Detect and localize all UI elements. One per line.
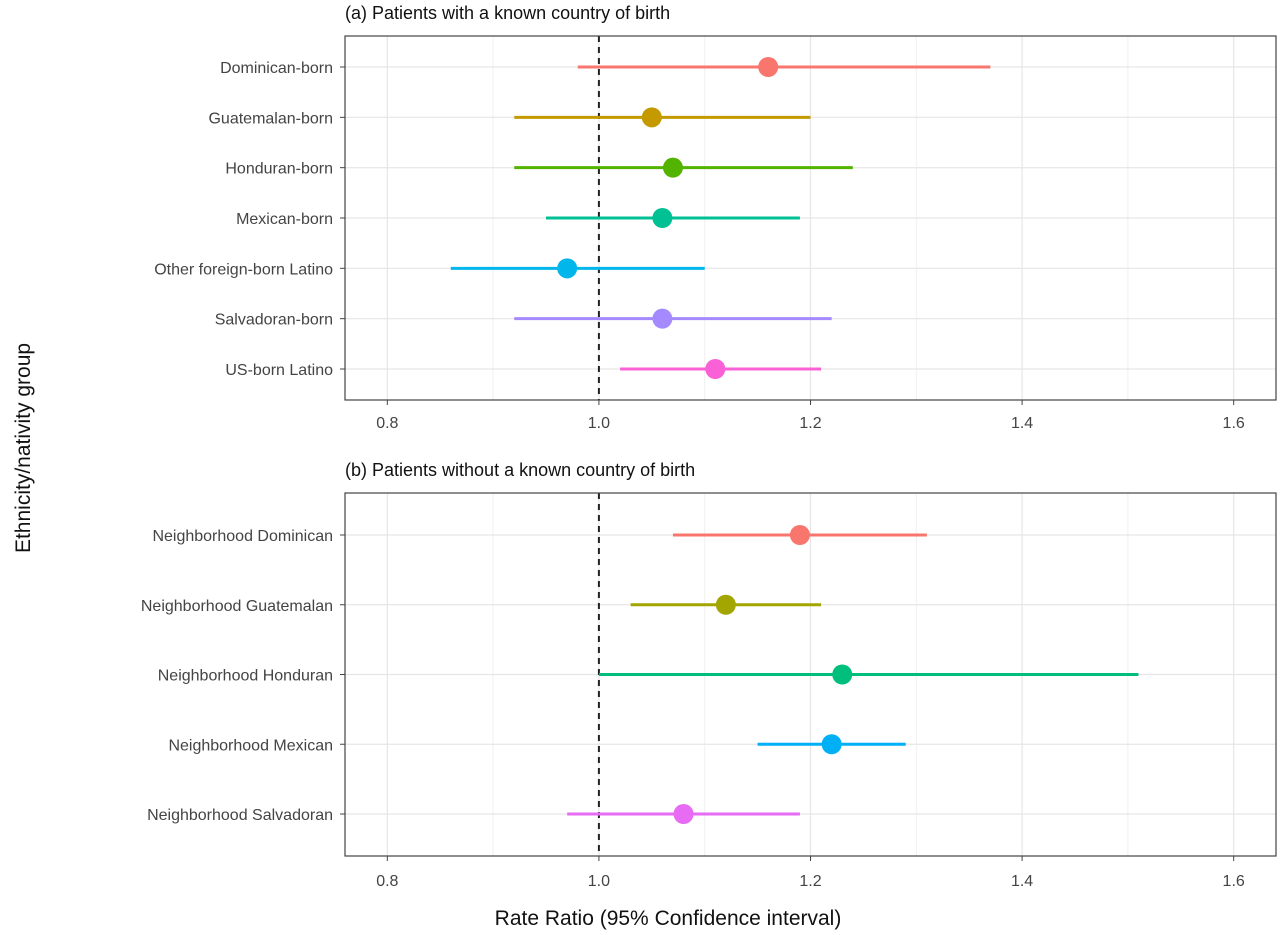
category-label: Other foreign-born Latino: [154, 261, 333, 278]
category-label: Neighborhood Salvadoran: [147, 807, 333, 824]
point-estimate: [652, 208, 673, 228]
point-estimate: [705, 359, 726, 379]
panel-title: (b) Patients without a known country of …: [345, 460, 695, 480]
x-tick-label: 1.0: [588, 415, 610, 432]
y-axis-title: Ethnicity/nativity group: [12, 343, 35, 553]
panel-title: (a) Patients with a known country of bir…: [345, 3, 670, 23]
category-label: Neighborhood Dominican: [152, 528, 333, 545]
category-label: Neighborhood Guatemalan: [141, 598, 333, 615]
x-tick-label: 1.6: [1223, 415, 1245, 432]
point-estimate: [789, 525, 810, 545]
point-estimate: [641, 107, 662, 128]
category-label: Neighborhood Honduran: [158, 668, 333, 685]
category-label: Dominican-born: [220, 60, 333, 77]
category-label: Mexican-born: [236, 211, 333, 228]
panel-a: (a) Patients with a known country of bir…: [154, 3, 1277, 432]
point-estimate: [557, 258, 578, 279]
point-estimate: [758, 57, 779, 77]
category-label: Salvadoran-born: [215, 312, 333, 329]
panel-b: (b) Patients without a known country of …: [141, 460, 1277, 890]
x-tick-label: 0.8: [376, 873, 398, 890]
x-tick-label: 1.4: [1011, 873, 1033, 890]
category-label: US-born Latino: [225, 362, 333, 379]
panels: (a) Patients with a known country of bir…: [141, 3, 1277, 890]
x-tick-label: 1.0: [588, 873, 610, 890]
x-tick-label: 1.4: [1011, 415, 1033, 432]
point-estimate: [662, 157, 683, 178]
point-estimate: [673, 804, 694, 824]
x-tick-label: 1.2: [799, 415, 821, 432]
x-tick-label: 1.6: [1223, 873, 1245, 890]
category-label: Honduran-born: [225, 161, 333, 178]
x-axis-title: Rate Ratio (95% Confidence interval): [495, 907, 842, 930]
category-label: Neighborhood Mexican: [168, 737, 333, 754]
point-estimate: [832, 664, 853, 685]
category-label: Guatemalan-born: [208, 110, 333, 127]
point-estimate: [652, 308, 673, 329]
point-estimate: [821, 734, 842, 755]
x-tick-label: 1.2: [799, 873, 821, 890]
x-tick-label: 0.8: [376, 415, 398, 432]
point-estimate: [715, 594, 736, 615]
